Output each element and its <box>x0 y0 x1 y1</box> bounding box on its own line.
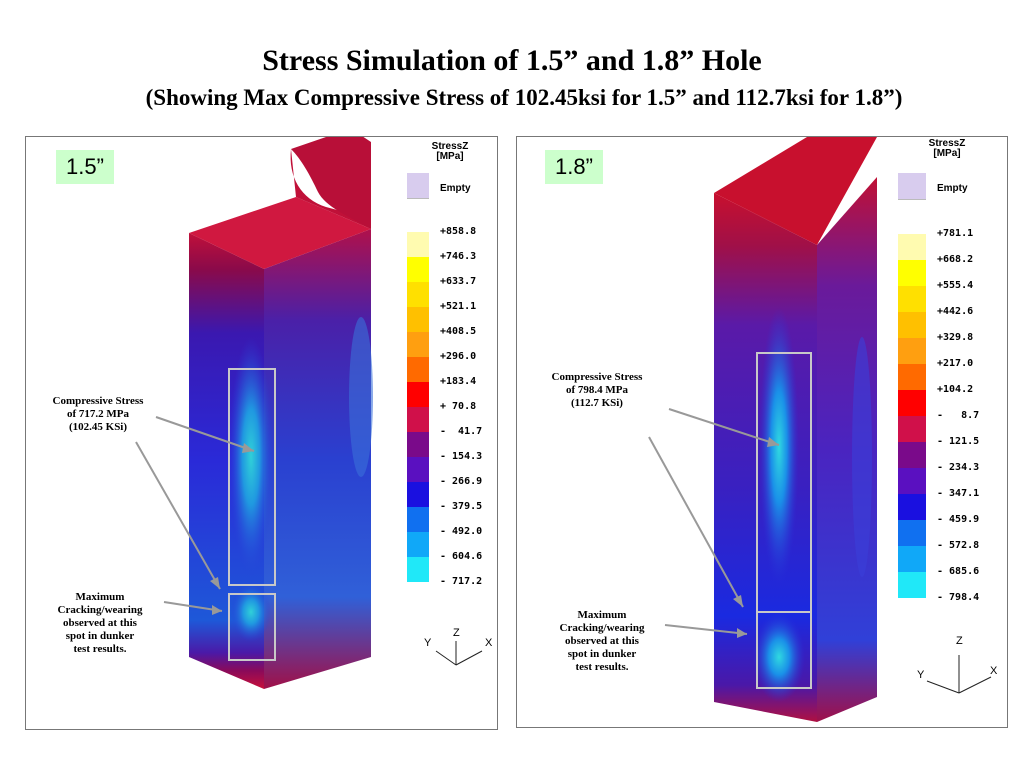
legend-swatch <box>407 457 429 482</box>
legend-swatch <box>898 546 926 572</box>
legend-value-label: +183.4 <box>440 376 477 387</box>
legend-empty-label: Empty <box>937 183 968 194</box>
legend-empty-label: Empty <box>440 183 471 194</box>
legend-swatch <box>407 432 429 457</box>
legend-swatch <box>407 557 429 582</box>
axis-x-label: X <box>990 665 998 677</box>
cracking-note: Maximum Cracking/wearing observed at thi… <box>559 609 645 673</box>
legend-swatch <box>898 338 926 364</box>
legend-value-label: +442.6 <box>937 306 974 317</box>
legend-swatch <box>407 232 429 257</box>
legend-swatch-empty <box>898 173 926 200</box>
legend-value-label: - 121.5 <box>937 436 980 447</box>
axis-y-label: Y <box>424 637 432 649</box>
legend-values: Empty +858.8 +746.3 +633.7 +521.1 +408.5 +296… <box>440 173 496 603</box>
legend-value-label: +633.7 <box>440 276 477 287</box>
legend-swatch <box>898 390 926 416</box>
legend-swatch <box>898 468 926 494</box>
simulation-panel-1-5: 1.5” StressZ [MPa] Empty +858.8 +746.3 +63… <box>25 136 498 730</box>
legend-value-label: +668.2 <box>937 254 974 265</box>
legend-value-label: - 492.0 <box>440 526 483 537</box>
legend-value-label: +104.2 <box>937 384 974 395</box>
cracking-note: Maximum Cracking/wearing observed at thi… <box>57 591 143 655</box>
legend-swatch-empty <box>407 173 429 199</box>
legend-title: StressZ [MPa] <box>928 138 966 159</box>
legend-value-label: - 604.6 <box>440 551 483 562</box>
color-legend <box>898 173 926 598</box>
axis-x-label: X <box>485 637 493 649</box>
legend-value-label: - 685.6 <box>937 566 980 577</box>
legend-value-label: +555.4 <box>937 280 974 291</box>
legend-value-label: +329.8 <box>937 332 974 343</box>
legend-value-label: +521.1 <box>440 301 477 312</box>
legend-swatch <box>407 307 429 332</box>
legend-swatch <box>407 357 429 382</box>
compressive-stress-note: Compressive Stress of 717.2 MPa (102.45 … <box>52 395 144 433</box>
legend-swatch <box>407 507 429 532</box>
legend-value-label: +217.0 <box>937 358 974 369</box>
legend-value-label: - 347.1 <box>937 488 980 499</box>
legend-value-label: + 70.8 <box>440 401 477 412</box>
slide-title: Stress Simulation of 1.5” and 1.8” Hole <box>262 44 762 77</box>
compressive-stress-note: Compressive Stress of 798.4 MPa (112.7 K… <box>551 371 643 409</box>
legend-value-label: - 8.7 <box>937 410 980 421</box>
legend-value-label: - 379.5 <box>440 501 483 512</box>
legend-swatch <box>407 407 429 432</box>
axis-z-label: Z <box>453 627 460 639</box>
legend-swatch <box>407 482 429 507</box>
legend-value-label: - 266.9 <box>440 476 483 487</box>
legend-value-label: +746.3 <box>440 251 477 262</box>
axis-z-label: Z <box>956 635 963 647</box>
legend-value-label: +296.0 <box>440 351 477 362</box>
simulation-panel-1-8: 1.8” StressZ [MPa] Empty +781.1 +668.2 +55… <box>516 136 1008 728</box>
legend-swatch <box>898 520 926 546</box>
legend-swatch <box>898 260 926 286</box>
axis-y-label: Y <box>917 669 925 681</box>
legend-swatch <box>898 234 926 260</box>
hole-size-label: 1.5” <box>56 150 114 184</box>
legend-swatch <box>898 364 926 390</box>
legend-swatch <box>898 200 926 234</box>
legend-value-label: +858.8 <box>440 226 477 237</box>
stress-model-1-5 <box>135 137 483 689</box>
legend-value-label: - 459.9 <box>937 514 980 525</box>
legend-value-label: +781.1 <box>937 228 974 239</box>
legend-swatch <box>898 416 926 442</box>
slide-subtitle: (Showing Max Compressive Stress of 102.4… <box>145 85 903 110</box>
legend-value-label: - 41.7 <box>440 426 483 437</box>
legend-value-label: - 717.2 <box>440 576 483 587</box>
legend-title: StressZ [MPa] <box>431 141 469 162</box>
legend-swatch <box>407 532 429 557</box>
legend-values: Empty +781.1 +668.2 +555.4 +442.6 +329.8 +217… <box>937 173 1003 603</box>
legend-swatch <box>898 312 926 338</box>
legend-swatch <box>898 286 926 312</box>
legend-swatch <box>898 442 926 468</box>
legend-swatch <box>407 382 429 407</box>
legend-swatch <box>898 572 926 598</box>
color-legend <box>407 173 429 582</box>
legend-swatch <box>407 282 429 307</box>
legend-value-label: - 798.4 <box>937 592 980 603</box>
legend-swatch <box>898 494 926 520</box>
legend-swatch <box>407 257 429 282</box>
legend-value-label: - 234.3 <box>937 462 980 473</box>
legend-value-label: +408.5 <box>440 326 477 337</box>
stress-model-1-8 <box>648 137 992 722</box>
hole-size-label: 1.8” <box>545 150 603 184</box>
legend-value-label: - 154.3 <box>440 451 483 462</box>
legend-swatch <box>407 332 429 357</box>
legend-swatch <box>407 199 429 232</box>
legend-value-label: - 572.8 <box>937 540 980 551</box>
